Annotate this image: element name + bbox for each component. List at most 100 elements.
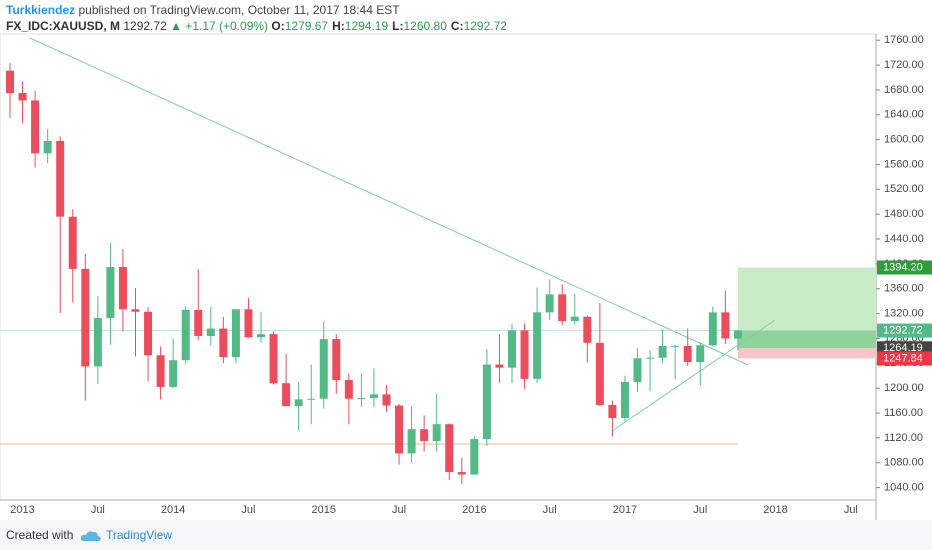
ohlc-label: C: — [450, 19, 464, 33]
target-zone — [737, 267, 876, 331]
candle-body — [671, 345, 680, 347]
y-tick-label: 1720.00 — [884, 59, 924, 71]
candle-body — [81, 268, 90, 367]
candle-body — [181, 309, 190, 361]
profit-zone — [737, 330, 876, 349]
candle-body — [696, 345, 705, 363]
candle-body — [118, 267, 127, 310]
candle-body — [407, 429, 416, 454]
candle-body — [432, 424, 441, 441]
logo — [80, 531, 101, 541]
ohlc-value: 1292.72 — [463, 19, 507, 33]
footer: Created with TradingView — [0, 520, 932, 550]
y-tick-label: 1760.00 — [884, 34, 924, 46]
ohlc-label: O: — [271, 19, 285, 33]
ohlc-value: 1279.67 — [284, 19, 329, 33]
position-boxes — [737, 267, 876, 359]
candle-body — [68, 216, 77, 269]
candle-body — [294, 399, 303, 407]
candle-body — [194, 309, 203, 336]
brand[interactable]: TradingView — [106, 528, 173, 542]
symbol: FX_IDC:XAUUSD, M — [6, 19, 121, 33]
candle-body — [282, 383, 291, 407]
change: ▲ +1.17 (+0.09%) — [170, 19, 269, 33]
entry-label: 1264.19 — [883, 342, 923, 354]
published: published on TradingView.com, October 11… — [78, 3, 400, 17]
x-tick-label: 2014 — [161, 504, 185, 516]
candle-body — [18, 93, 27, 101]
candle-body — [106, 267, 115, 318]
candle-body — [608, 404, 617, 418]
candle-body — [269, 334, 278, 384]
ohlc-value: 1294.19 — [344, 19, 389, 33]
candle-body — [319, 339, 328, 399]
candle-body — [721, 312, 730, 339]
candle-body — [620, 381, 629, 418]
candle-body — [56, 140, 65, 217]
x-tick-label: Jul — [241, 504, 255, 516]
candle-body — [558, 294, 567, 322]
candle-body — [708, 312, 717, 346]
publish-line: Turkkiendez published on TradingView.com… — [6, 2, 511, 18]
y-tick-label: 1080.00 — [884, 457, 924, 469]
y-tick-label: 1160.00 — [884, 407, 923, 419]
last: 1292.72 — [123, 19, 167, 33]
x-tick-label: 2018 — [763, 504, 787, 516]
x-tick-label: 2015 — [312, 504, 336, 516]
candle-body — [357, 398, 366, 400]
candle-body — [520, 330, 529, 379]
candle-body — [658, 345, 667, 358]
candle-body — [445, 424, 454, 473]
down-trendline — [29, 37, 749, 366]
y-tick-label: 1640.00 — [884, 109, 924, 121]
y-tick-label: 1320.00 — [884, 308, 924, 320]
candle-body — [131, 309, 140, 312]
ohlc: O:1279.67 H:1294.19 L:1260.80 C:1292.72 — [271, 19, 511, 33]
candle-body — [495, 364, 504, 368]
candle-body — [570, 316, 579, 322]
y-tick-label: 1560.00 — [884, 158, 924, 170]
candle-body — [583, 316, 592, 343]
candle-body — [395, 405, 404, 454]
x-tick-label: 2013 — [10, 504, 34, 516]
up-trendline — [611, 319, 776, 432]
candle-body — [219, 328, 228, 358]
candle-body — [595, 342, 604, 405]
candle-body — [206, 328, 215, 336]
candle-body — [344, 380, 353, 399]
logo-cloud — [80, 531, 101, 541]
candle-body — [43, 140, 52, 154]
y-tick-label: 1360.00 — [884, 283, 924, 295]
y-tick-label: 1200.00 — [884, 382, 924, 394]
candle-body — [257, 334, 265, 338]
candle-body — [508, 330, 516, 368]
x-tick-label: 2017 — [613, 504, 637, 516]
candle-body — [382, 394, 391, 406]
x-tick-label: Jul — [91, 504, 105, 516]
candle-body — [144, 311, 153, 356]
candle-body — [457, 472, 466, 475]
candle-body — [244, 309, 253, 338]
candle-body — [545, 294, 554, 313]
candle-body — [231, 309, 240, 358]
candle-body — [332, 339, 341, 381]
candle-body — [646, 357, 655, 359]
candle-body — [307, 398, 316, 400]
candle-body — [733, 330, 742, 339]
candle-body — [533, 312, 542, 379]
candle-body — [93, 317, 102, 367]
y-tick-label: 1480.00 — [884, 208, 924, 220]
candle-body — [633, 358, 642, 382]
candle-body — [470, 439, 479, 475]
header: Turkkiendez published on TradingView.com… — [6, 2, 511, 34]
author[interactable]: Turkkiendez — [6, 3, 76, 17]
x-tick-label: Jul — [392, 504, 406, 516]
symbol-line: FX_IDC:XAUUSD, M 1292.72 ▲ +1.17 (+0.09%… — [6, 18, 511, 34]
candle-body — [482, 364, 491, 440]
y-tick-label: 1680.00 — [884, 84, 924, 96]
y-tick-label: 1440.00 — [884, 233, 924, 245]
created-with: Created with — [6, 528, 74, 542]
current-label: 1292.72 — [883, 324, 923, 336]
x-tick-label: Jul — [693, 504, 707, 516]
